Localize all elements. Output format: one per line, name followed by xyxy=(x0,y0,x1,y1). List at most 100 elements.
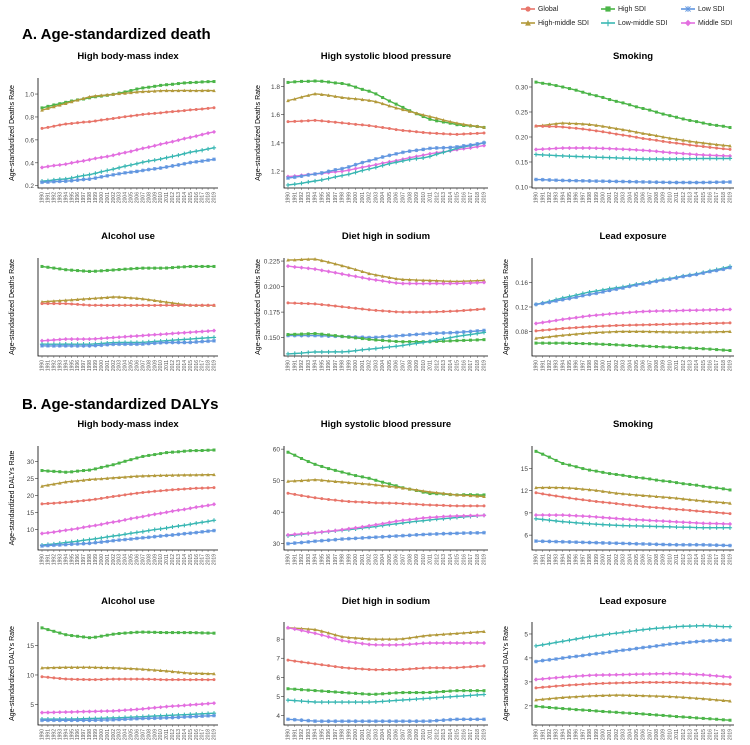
data-point xyxy=(146,89,151,93)
data-point xyxy=(57,718,62,723)
data-point xyxy=(194,149,199,154)
data-point xyxy=(212,486,216,490)
series-line xyxy=(287,142,485,186)
data-point xyxy=(567,638,572,643)
data-point xyxy=(674,519,679,525)
data-point xyxy=(441,281,446,286)
data-point xyxy=(607,125,612,129)
data-point xyxy=(52,299,56,303)
data-point xyxy=(373,165,378,170)
data-point xyxy=(574,145,579,151)
x-tick-label: 2007 xyxy=(400,554,406,565)
x-tick-label: 2004 xyxy=(123,729,129,740)
data-point xyxy=(306,332,310,336)
data-point xyxy=(200,303,204,307)
data-point xyxy=(721,525,726,530)
x-tick-label: 2002 xyxy=(367,729,373,740)
data-point xyxy=(381,692,385,696)
data-point xyxy=(587,487,592,492)
data-point xyxy=(339,349,345,354)
data-point xyxy=(182,531,187,536)
series-global xyxy=(534,124,732,151)
data-point xyxy=(387,275,392,280)
x-tick-label: 2001 xyxy=(105,554,111,565)
data-point xyxy=(333,167,338,172)
data-point xyxy=(374,308,378,312)
data-point xyxy=(648,680,652,684)
data-point xyxy=(434,278,439,283)
data-point xyxy=(421,719,426,724)
data-point xyxy=(176,523,181,529)
data-point xyxy=(561,125,565,129)
data-point xyxy=(57,343,62,348)
data-point xyxy=(574,465,578,469)
data-point xyxy=(588,708,592,712)
data-point xyxy=(333,636,338,641)
data-point xyxy=(165,266,169,270)
data-point xyxy=(687,308,692,313)
x-tick-label: 2016 xyxy=(194,192,200,203)
data-point xyxy=(634,628,639,633)
series-line xyxy=(535,81,731,129)
data-point xyxy=(146,341,151,346)
data-point xyxy=(475,692,480,698)
x-tick-label: 1993 xyxy=(306,554,312,565)
data-point xyxy=(374,338,378,342)
x-tick-label: 1992 xyxy=(51,554,57,565)
data-point xyxy=(152,527,157,532)
data-point xyxy=(117,335,122,340)
data-point xyxy=(339,169,345,174)
data-point xyxy=(99,93,104,97)
data-point xyxy=(394,637,398,641)
data-point xyxy=(129,537,133,541)
x-tick-label: 2016 xyxy=(461,192,467,203)
data-point xyxy=(52,302,56,306)
data-point xyxy=(580,314,585,319)
data-point xyxy=(661,149,666,155)
data-point xyxy=(574,674,579,679)
x-tick-label: 2016 xyxy=(708,192,714,203)
data-point xyxy=(347,499,351,503)
data-point xyxy=(475,142,480,146)
data-point xyxy=(58,631,62,635)
data-point xyxy=(212,448,216,452)
data-point xyxy=(170,154,175,159)
x-tick-label: 2014 xyxy=(182,729,188,740)
data-point xyxy=(360,536,365,540)
data-point xyxy=(654,494,659,499)
data-point xyxy=(721,682,725,686)
data-point xyxy=(333,719,338,724)
data-point xyxy=(182,703,187,708)
data-point xyxy=(721,638,726,643)
data-point xyxy=(158,340,163,345)
data-point xyxy=(99,174,104,179)
data-point xyxy=(111,533,116,539)
data-point xyxy=(667,625,672,630)
data-point xyxy=(87,336,92,342)
data-point xyxy=(634,646,639,651)
data-point xyxy=(641,712,645,716)
data-point xyxy=(661,643,666,647)
data-point xyxy=(387,334,392,339)
data-point xyxy=(587,179,592,183)
data-point xyxy=(427,151,433,156)
x-tick-label: 1996 xyxy=(574,360,580,371)
data-point xyxy=(681,142,685,146)
data-point xyxy=(701,121,705,125)
data-point xyxy=(688,143,692,147)
data-point xyxy=(52,124,56,128)
x-tick-label: 2009 xyxy=(152,360,158,371)
data-point xyxy=(600,146,605,151)
data-point xyxy=(360,168,365,173)
data-point xyxy=(688,681,692,685)
data-point xyxy=(394,280,399,286)
data-point xyxy=(600,651,605,655)
series-line xyxy=(41,474,214,487)
data-point xyxy=(81,297,86,301)
x-tick-label: 2018 xyxy=(475,192,481,203)
data-point xyxy=(461,513,466,518)
data-point xyxy=(547,706,551,710)
data-point xyxy=(122,517,128,522)
series-line xyxy=(41,676,214,681)
data-point xyxy=(140,514,145,519)
